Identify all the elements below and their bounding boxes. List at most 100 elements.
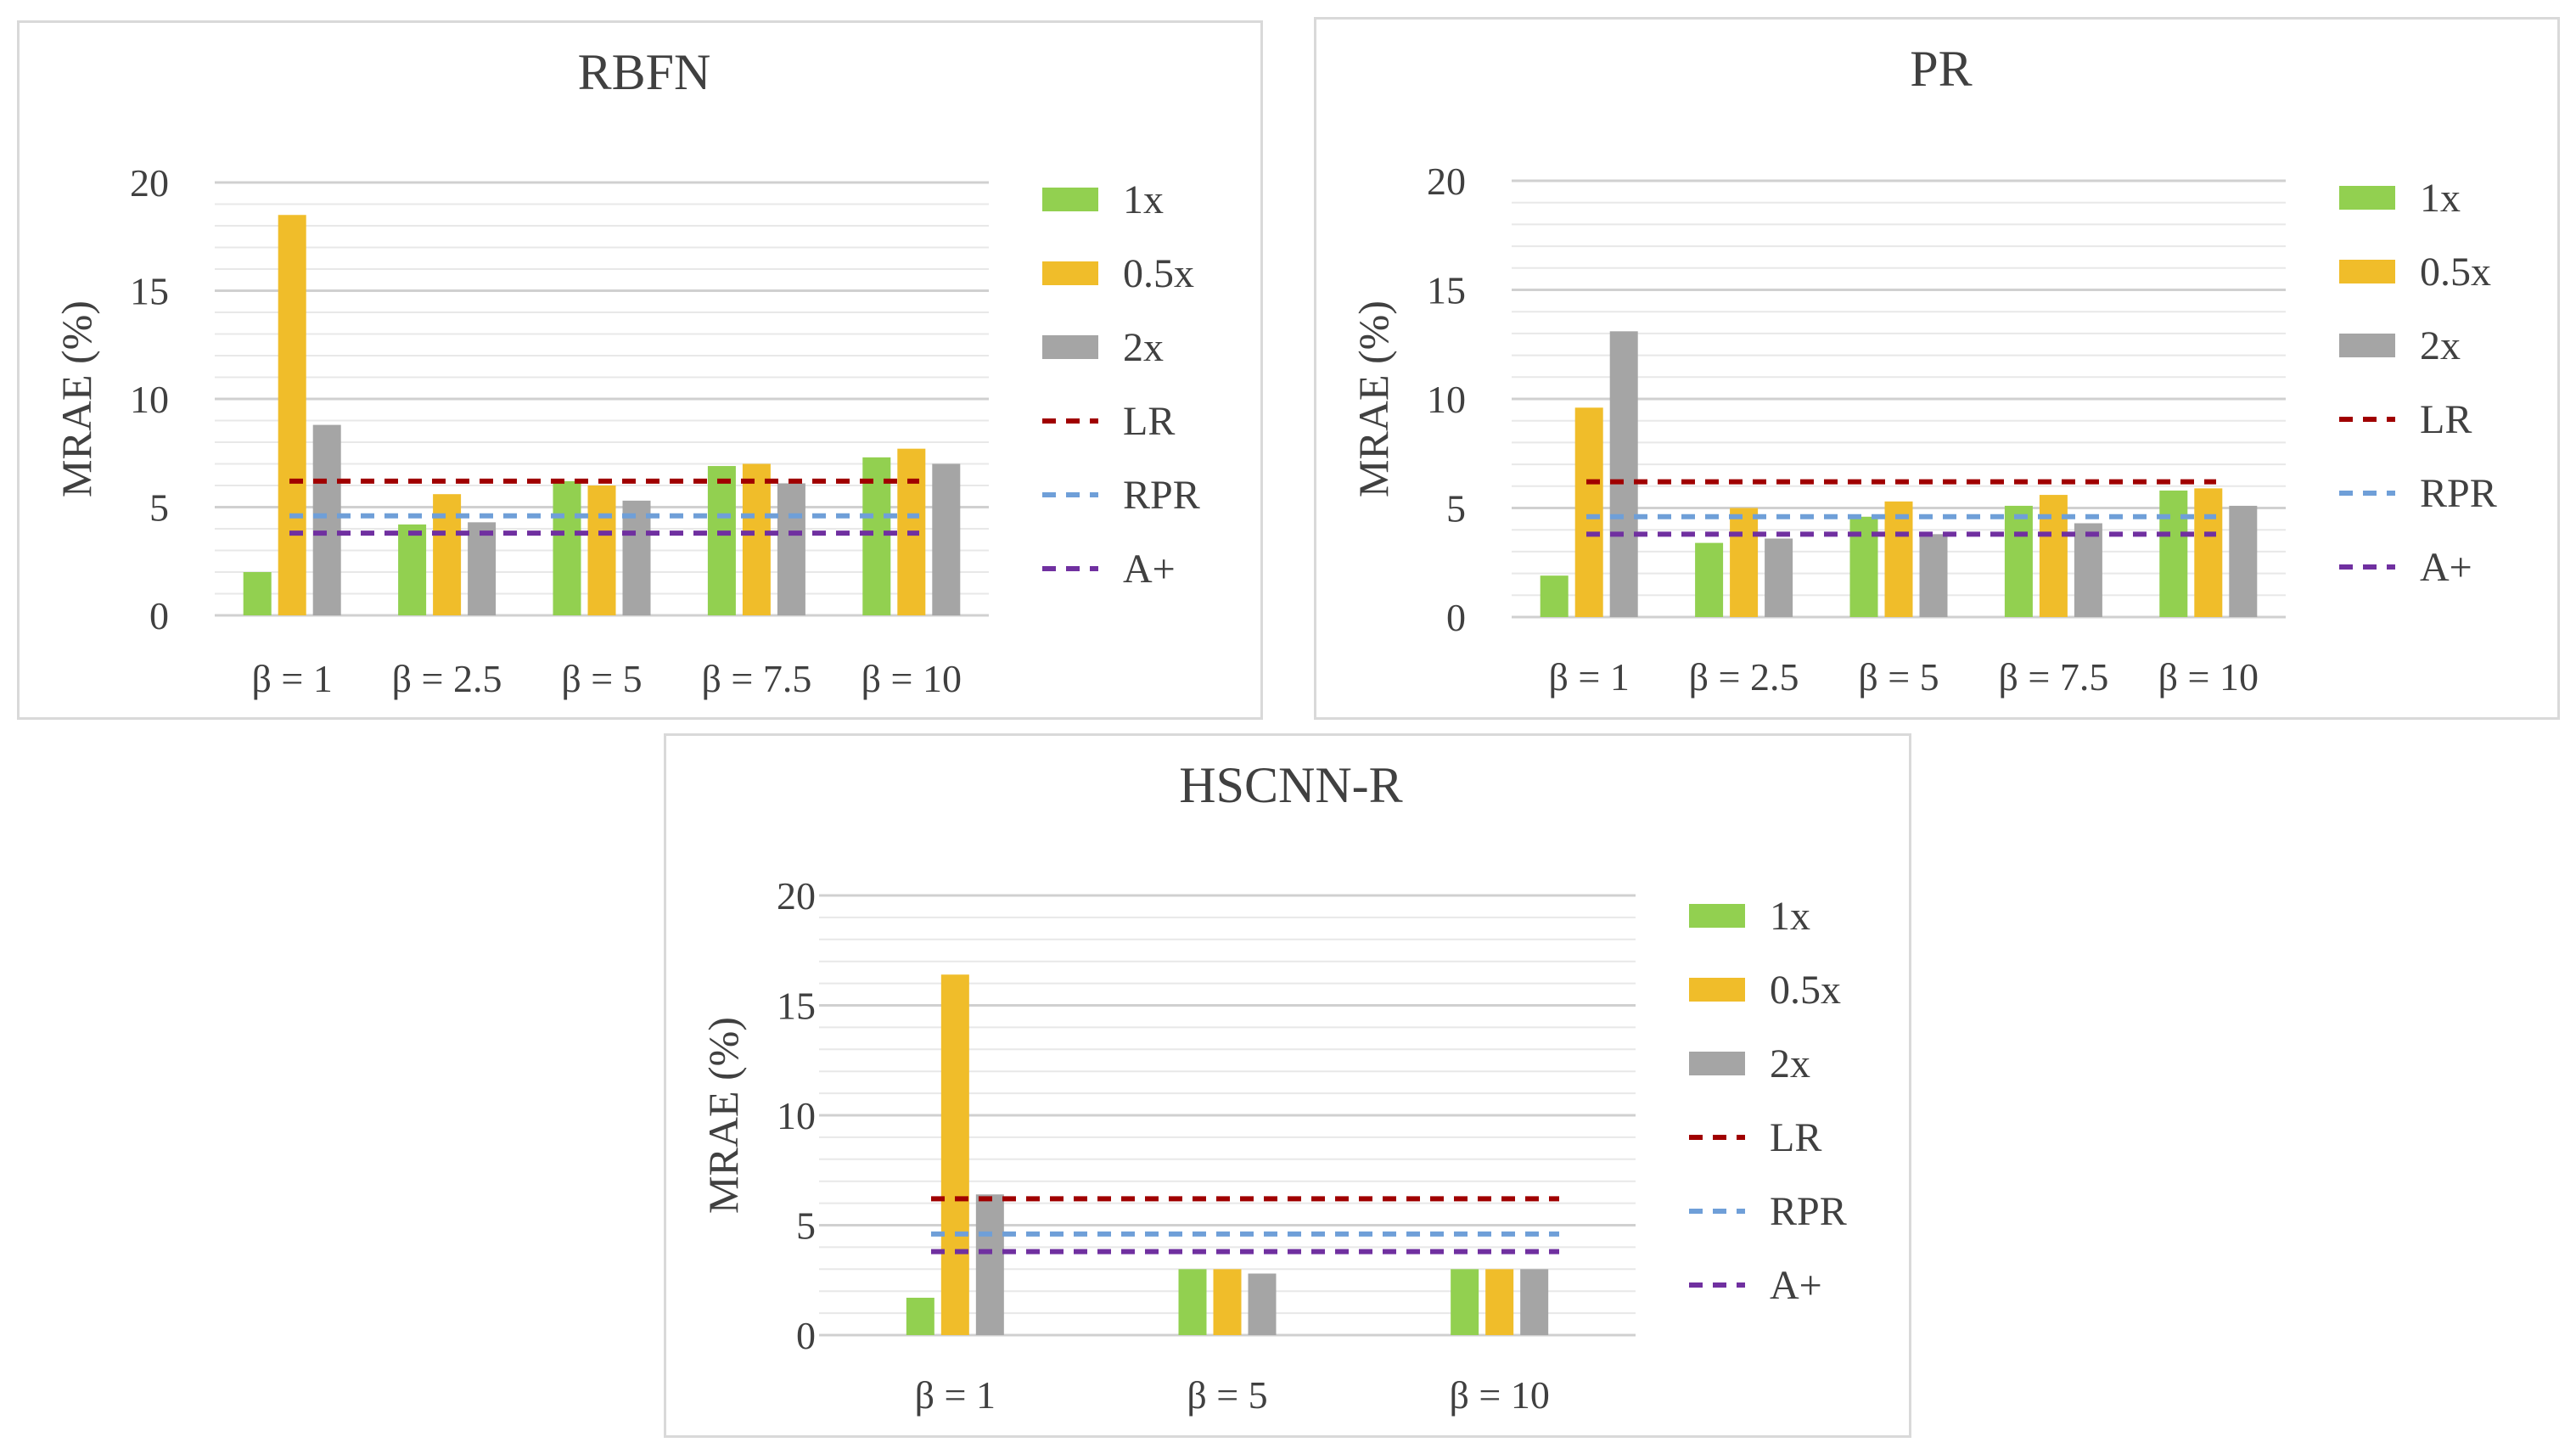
legend-label-1x: 1x <box>1123 177 1164 222</box>
y-tick-label: 10 <box>777 1094 816 1137</box>
legend-label-a-plus: A+ <box>1123 547 1176 592</box>
bar-1x-3 <box>553 480 581 615</box>
legend-label-lr: LR <box>2420 397 2472 442</box>
bar-05x-2 <box>1213 1269 1242 1335</box>
bar-2x-3 <box>1520 1269 1549 1335</box>
y-tick-label: 5 <box>796 1204 816 1248</box>
bar-2x-1 <box>975 1194 1004 1335</box>
legend-label-a-plus: A+ <box>2420 545 2472 590</box>
rbfn-chart: RBFN 0 5 10 15 20 MRAE (%) β = 1 β = 2.5 β = 5 β =… <box>53 44 1200 700</box>
bar-1x-1 <box>1540 575 1569 617</box>
bar-2x-3 <box>1919 534 1948 617</box>
bar-2x-2 <box>468 522 497 615</box>
bar-05x-3 <box>1485 1269 1514 1335</box>
legend-label-2x: 2x <box>2420 323 2461 368</box>
x-category-label: β = 7.5 <box>701 657 811 700</box>
y-tick-label: 10 <box>1427 378 1466 421</box>
x-category-label: β = 1 <box>1549 655 1630 699</box>
bar-1x-1 <box>243 572 272 615</box>
x-category-label: β = 5 <box>1858 655 1939 699</box>
y-tick-label: 15 <box>130 270 169 313</box>
x-category-label: β = 2.5 <box>1689 655 1799 699</box>
x-category-label: β = 5 <box>561 657 642 700</box>
bar-1x-4 <box>707 466 736 615</box>
bar-05x-4 <box>2039 495 2068 617</box>
legend: 1x 0.5x 2x LR RPR A+ <box>2339 176 2497 590</box>
bar-2x-1 <box>312 424 341 615</box>
y-tick-label: 20 <box>1427 160 1466 203</box>
legend-label-05x: 0.5x <box>2420 250 2491 295</box>
legend-label-rpr: RPR <box>2420 471 2497 516</box>
y-tick-label: 0 <box>1446 596 1466 639</box>
bar-05x-4 <box>742 463 771 615</box>
y-tick-label: 0 <box>149 594 169 637</box>
bar-1x-2 <box>1695 542 1724 617</box>
y-tick-label: 15 <box>777 985 816 1028</box>
bar-05x-1 <box>940 974 969 1335</box>
x-category-label: β = 10 <box>861 657 962 700</box>
bar-2x-3 <box>622 500 651 615</box>
rbfn-chart-panel: RBFN 0 5 10 15 20 MRAE (%) β = 1 β = 2.5 β = 5 β =… <box>17 20 1263 720</box>
bar-05x-1 <box>278 215 306 615</box>
legend: 1x 0.5x 2x LR RPR A+ <box>1689 894 1847 1308</box>
y-axis-title: MRAE (%) <box>699 1017 747 1214</box>
bar-05x-3 <box>1884 501 1913 617</box>
x-category-label: β = 5 <box>1187 1373 1267 1417</box>
legend-label-1x: 1x <box>1770 894 1810 939</box>
bar-2x-5 <box>932 463 961 615</box>
legend-swatch-2x <box>2339 334 2395 357</box>
hscnn-r-chart: HSCNN-R 0 5 10 15 20 MRAE (%) β = 1 β = 5 β = 10 1… <box>699 757 1847 1417</box>
legend-swatch-1x <box>2339 186 2395 210</box>
x-category-label: β = 10 <box>1449 1373 1549 1417</box>
bar-2x-4 <box>777 483 805 615</box>
bar-1x-2 <box>398 524 427 615</box>
legend-label-05x: 0.5x <box>1770 968 1841 1013</box>
y-tick-label: 5 <box>1446 487 1466 530</box>
pr-chart: PR 0 5 10 15 20 MRAE (%) β = 1 β = 2.5 β = 5 β = 7… <box>1350 41 2497 699</box>
y-tick-label: 20 <box>130 161 169 205</box>
legend-label-05x: 0.5x <box>1123 251 1194 296</box>
legend-label-rpr: RPR <box>1123 473 1200 518</box>
bar-2x-4 <box>2074 523 2102 617</box>
legend-swatch-2x <box>1042 335 1098 359</box>
legend-swatch-05x <box>1042 261 1098 285</box>
y-tick-label: 20 <box>777 874 816 918</box>
y-tick-label: 0 <box>796 1314 816 1357</box>
legend-label-1x: 1x <box>2420 176 2461 221</box>
bar-2x-5 <box>2229 505 2258 617</box>
chart-title: RBFN <box>578 44 711 100</box>
chart-title: HSCNN-R <box>1179 757 1402 813</box>
legend-label-lr: LR <box>1123 399 1175 444</box>
legend-swatch-05x <box>1689 978 1745 1002</box>
pr-chart-panel: PR 0 5 10 15 20 MRAE (%) β = 1 β = 2.5 β = 5 β = 7… <box>1314 17 2560 720</box>
legend-label-2x: 2x <box>1123 325 1164 370</box>
chart-title: PR <box>1910 41 1972 97</box>
y-axis-title: MRAE (%) <box>53 300 100 497</box>
legend-swatch-1x <box>1042 188 1098 211</box>
gridlines <box>1512 179 2286 597</box>
y-tick-label: 10 <box>130 378 169 421</box>
bar-05x-1 <box>1574 407 1603 617</box>
legend-swatch-05x <box>2339 260 2395 283</box>
bar-2x-2 <box>1248 1273 1277 1335</box>
bar-2x-1 <box>1609 331 1638 617</box>
y-tick-label: 5 <box>149 486 169 530</box>
bar-1x-2 <box>1178 1269 1207 1335</box>
bar-1x-3 <box>1451 1269 1479 1335</box>
x-category-label: β = 1 <box>915 1373 996 1417</box>
bar-05x-3 <box>587 485 616 615</box>
legend-swatch-2x <box>1689 1052 1745 1075</box>
y-axis-title: MRAE (%) <box>1350 300 1397 497</box>
legend-label-lr: LR <box>1770 1115 1821 1160</box>
x-category-label: β = 2.5 <box>392 657 502 700</box>
bar-2x-2 <box>1765 538 1793 617</box>
x-category-label: β = 7.5 <box>1998 655 2108 699</box>
bar-1x-4 <box>2004 505 2033 617</box>
bar-05x-2 <box>433 494 462 615</box>
legend: 1x 0.5x 2x LR RPR A+ <box>1042 177 1200 592</box>
x-category-label: β = 10 <box>2158 655 2259 699</box>
bar-05x-5 <box>2194 488 2223 617</box>
y-tick-label: 15 <box>1427 269 1466 312</box>
bar-05x-2 <box>1730 508 1759 617</box>
legend-label-2x: 2x <box>1770 1041 1810 1086</box>
